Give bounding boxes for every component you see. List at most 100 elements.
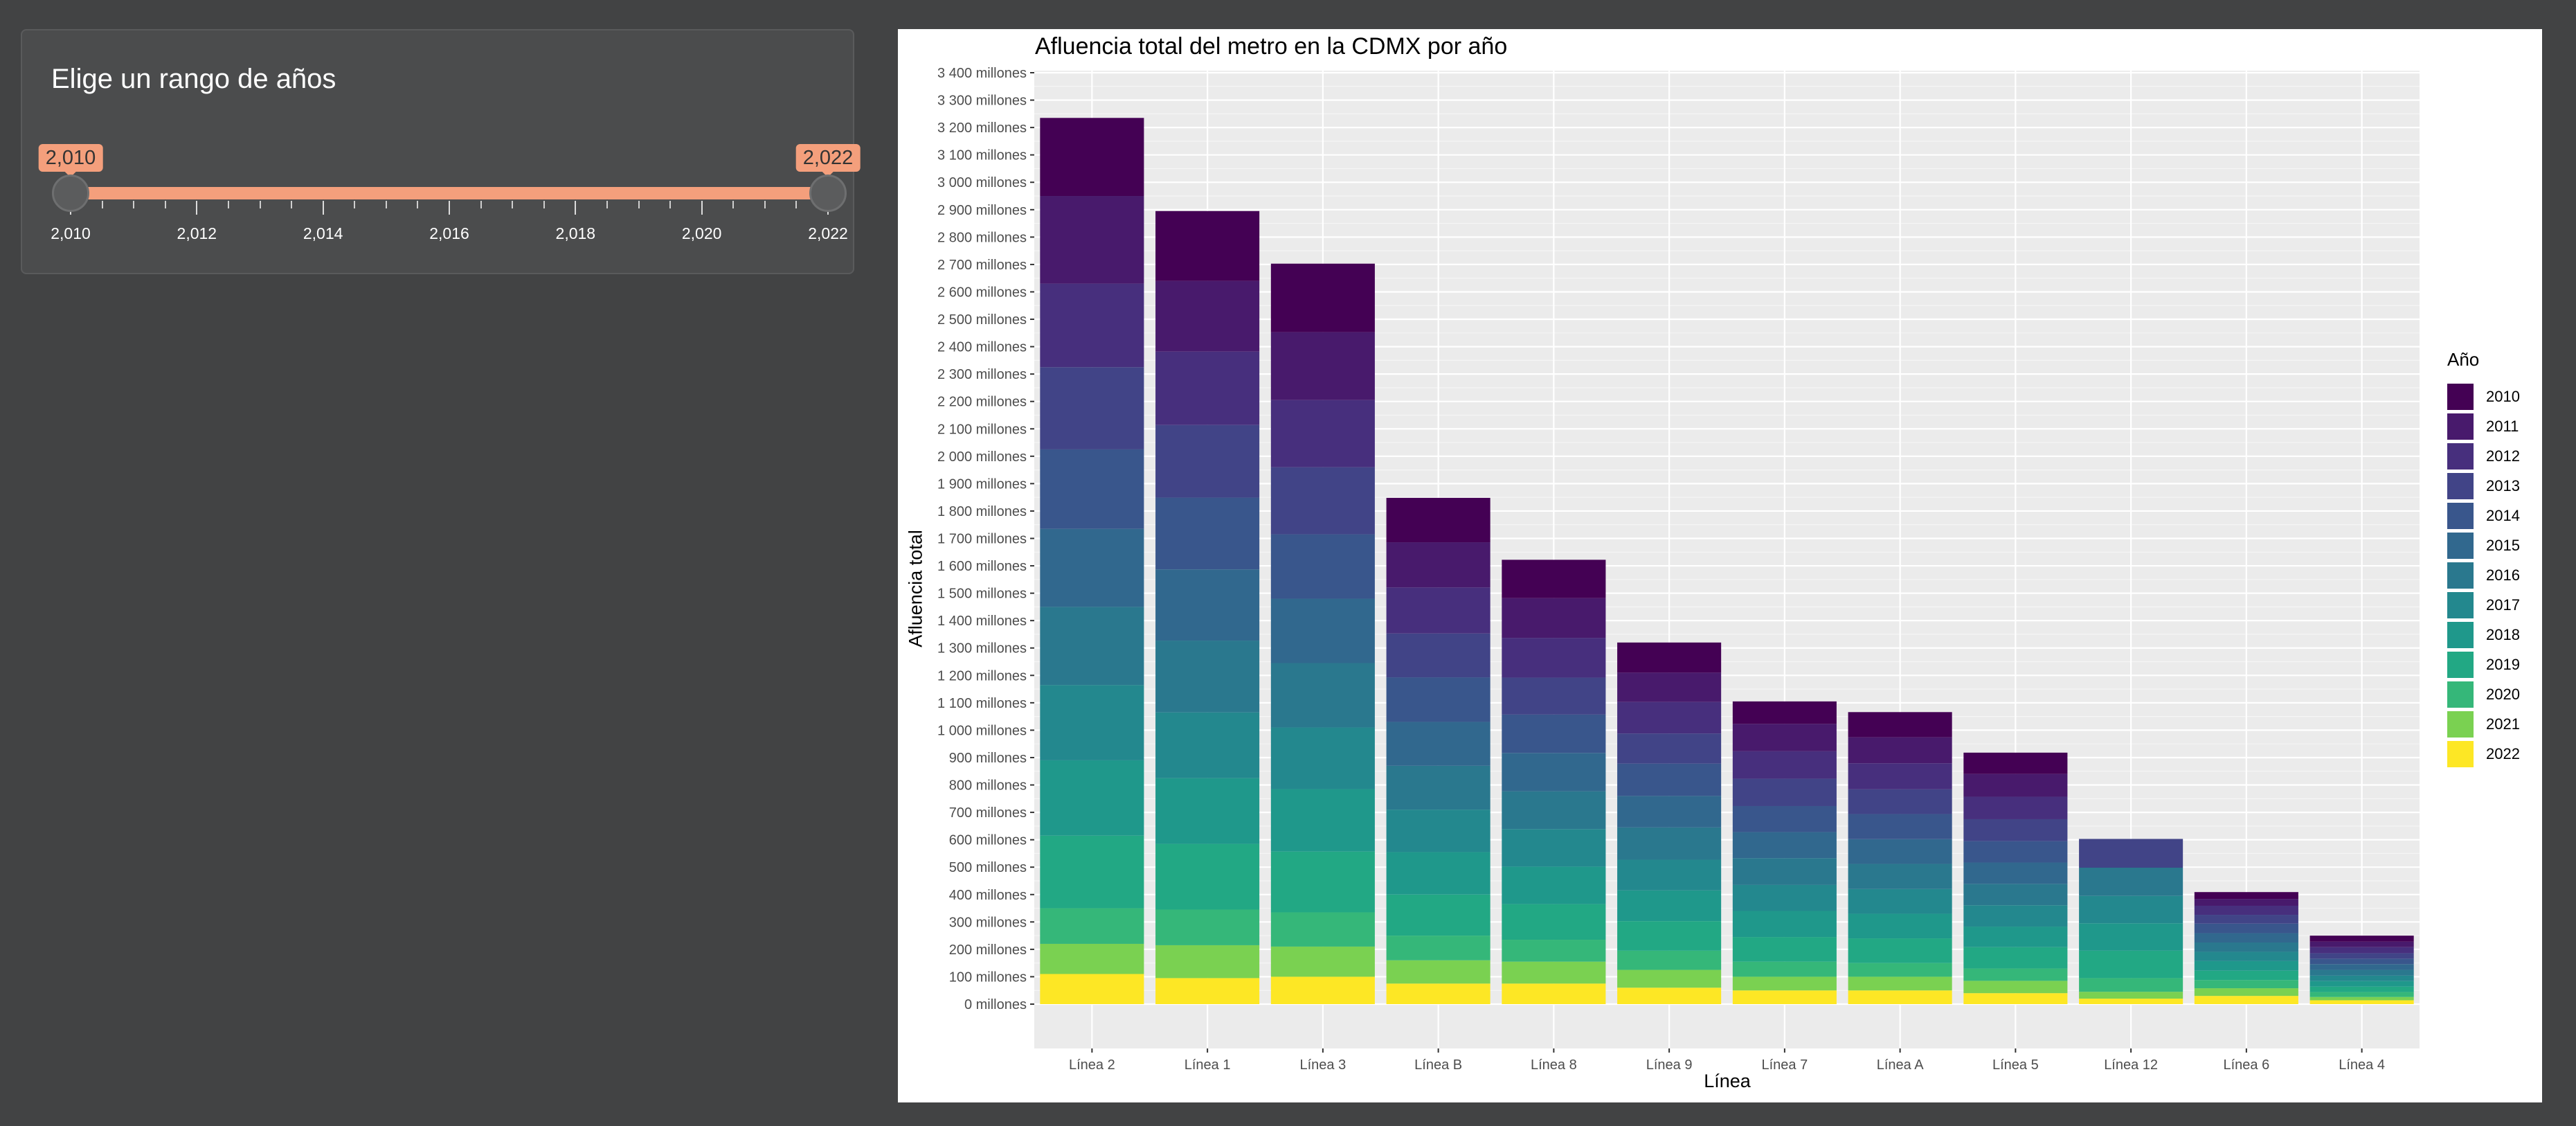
bar-segment [2194, 970, 2298, 981]
bar-segment [2309, 981, 2414, 987]
bar-segment [2194, 996, 2298, 1004]
bar-segment [1848, 789, 1952, 814]
bar-segment [2309, 992, 2414, 997]
bar-segment [1848, 814, 1952, 839]
slider-minor-tick [385, 201, 387, 208]
bar-segment [1270, 598, 1375, 663]
bar-segment [1617, 763, 1722, 796]
bar-segment [2194, 915, 2298, 924]
bar-segment [1502, 829, 1606, 867]
y-tick-label: 100 millones [949, 969, 1027, 985]
slider-tick-label: 2,010 [51, 224, 91, 242]
legend-label: 2016 [2486, 566, 2520, 584]
y-tick-label: 400 millones [949, 888, 1027, 903]
slider-minor-tick [480, 201, 482, 208]
bar-segment [1732, 976, 1837, 991]
chart-card: 0 millones 100 millones 200 millones 300 mi… [898, 29, 2542, 1102]
bar-segment [2079, 895, 2183, 924]
y-tick-label: 3 400 millones [937, 66, 1027, 81]
legend-item: 2022 [2447, 739, 2520, 769]
y-tick-label: 1 300 millones [937, 641, 1027, 656]
bar-segment [1963, 752, 2068, 774]
bar-segment [1270, 912, 1375, 947]
y-tick-label: 900 millones [949, 751, 1027, 766]
slider-major-tick [575, 201, 577, 215]
legend-label: 2012 [2486, 447, 2520, 465]
bar-segment [1270, 946, 1375, 977]
bar-segment [1270, 851, 1375, 913]
slider-low-handle[interactable] [52, 175, 89, 212]
x-tick-label: Línea 7 [1762, 1057, 1808, 1073]
y-tick-label: 2 600 millones [937, 285, 1027, 300]
bar-segment [2309, 953, 2414, 959]
y-tick-label: 1 100 millones [937, 696, 1027, 711]
slider-tick-label: 2,022 [808, 224, 848, 242]
bar-segment [1617, 859, 1722, 891]
y-tick-label: 3 000 millones [937, 175, 1027, 190]
x-tick-label: Línea 9 [1646, 1057, 1693, 1073]
bar-segment [2194, 933, 2298, 942]
legend-item: 2011 [2447, 411, 2520, 441]
bar-segment [1502, 904, 1606, 940]
x-axis-label: Línea [1704, 1071, 1751, 1091]
slider-minor-tick [543, 201, 545, 208]
bar-segment [1386, 936, 1490, 960]
x-tick-label: Línea B [1414, 1057, 1462, 1073]
year-range-slider[interactable]: 2,010 2,012 2,014 2,016 2,018 2,020 2,022 2,01… [22, 30, 861, 273]
bar-segment [1502, 598, 1606, 638]
slider-minor-tick [164, 201, 166, 208]
slider-selected-range[interactable] [71, 187, 828, 199]
y-axis-label: Afluencia total [905, 530, 926, 647]
x-tick-label: Línea 2 [1069, 1057, 1115, 1073]
bar-segment [2309, 936, 2414, 942]
bar-segment [1502, 961, 1606, 984]
x-tick-label: Línea 8 [1531, 1057, 1577, 1073]
slider-minor-tick [417, 201, 419, 208]
slider-major-tick [701, 201, 703, 215]
range-label: Elige un rango de años [51, 64, 336, 94]
bar-segment [2079, 923, 2183, 951]
bar-segment [1502, 866, 1606, 904]
bar-segment [1963, 819, 2068, 841]
legend-item: 2016 [2447, 560, 2520, 590]
y-tick-label: 1 000 millones [937, 723, 1027, 738]
legend-swatch [2447, 740, 2474, 767]
legend-label: 2013 [2486, 476, 2520, 494]
legend-label: 2010 [2486, 387, 2520, 405]
bar-segment [1386, 894, 1490, 936]
legend-item: 2010 [2447, 382, 2520, 411]
slider-tick-label: 2,012 [177, 224, 217, 242]
bar-segment [1040, 685, 1144, 760]
bar-segment [1848, 864, 1952, 889]
bar-segment [1617, 921, 1722, 951]
y-tick-label: 200 millones [949, 942, 1027, 958]
bar-segment [2309, 1000, 2414, 1004]
bar-segment [1270, 332, 1375, 400]
bar-segment [1040, 943, 1144, 974]
bar-segment [1155, 712, 1260, 778]
bar-segment [1270, 663, 1375, 728]
bar-segment [1155, 569, 1260, 641]
x-tick-label: Línea 6 [2224, 1057, 2270, 1073]
bar-segment [1155, 909, 1260, 945]
bar-segment [2309, 964, 2414, 970]
y-tick-label: 2 500 millones [937, 312, 1027, 328]
bar-segment [1502, 983, 1606, 1004]
bar-segment [1848, 839, 1952, 864]
bar-segment [2194, 951, 2298, 961]
bar-segment [1963, 862, 2068, 884]
plot-panel [1034, 71, 2420, 1048]
y-tick-label: 2 100 millones [937, 422, 1027, 437]
slider-minor-tick [291, 201, 293, 208]
bar-segment [1963, 927, 2068, 947]
legend-swatch [2447, 621, 2474, 648]
legend-label: 2015 [2486, 536, 2520, 554]
bar-segment [1386, 542, 1490, 588]
bar-segment [1502, 677, 1606, 715]
bar-segment [1270, 263, 1375, 332]
slider-tick-label: 2,016 [429, 224, 469, 242]
bar-segment [1502, 791, 1606, 830]
slider-high-handle[interactable] [809, 175, 847, 212]
bar-segment [1617, 950, 1722, 970]
bar-segment [1617, 701, 1722, 734]
